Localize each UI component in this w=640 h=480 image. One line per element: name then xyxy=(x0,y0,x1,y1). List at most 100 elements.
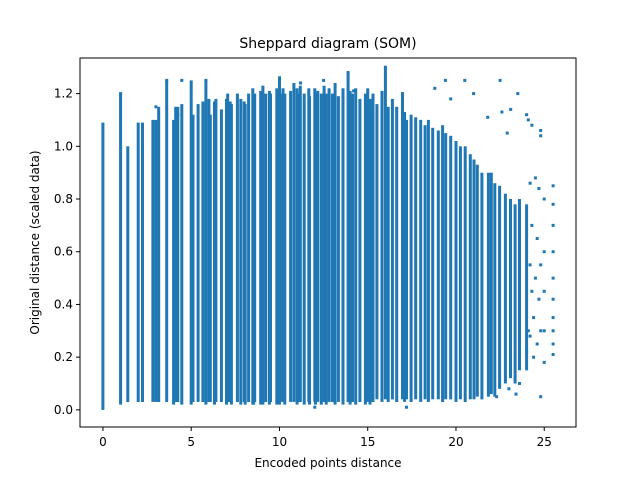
scatter-column-61 xyxy=(327,88,331,402)
scatter-point-17 xyxy=(472,92,476,96)
scatter-column-8 xyxy=(165,80,169,403)
scatter-column-27 xyxy=(235,93,239,402)
scatter-point-42 xyxy=(535,342,539,346)
plot-frame xyxy=(79,57,577,428)
scatter-point-67 xyxy=(313,405,317,409)
scatter-point-57 xyxy=(551,297,555,301)
scatter-point-62 xyxy=(507,387,511,391)
scatter-column-101 xyxy=(486,172,490,397)
scatter-point-29 xyxy=(528,181,532,185)
scatter-point-44 xyxy=(525,350,529,354)
scatter-column-89 xyxy=(431,127,435,400)
scatter-column-31 xyxy=(247,93,251,402)
scatter-column-68 xyxy=(351,93,354,402)
scatter-column-60 xyxy=(324,93,328,405)
scatter-point-6 xyxy=(278,76,281,80)
scatter-column-30 xyxy=(243,104,247,405)
scatter-point-7 xyxy=(346,71,350,74)
scatter-column-11 xyxy=(176,106,180,403)
x-tick-label-15: 15 xyxy=(360,435,375,449)
scatter-column-107 xyxy=(513,204,517,384)
scatter-point-45 xyxy=(526,329,530,333)
scatter-column-10 xyxy=(174,106,178,403)
scatter-column-50 xyxy=(296,93,300,402)
scatter-column-92 xyxy=(444,133,448,400)
y-axis-label: Original distance (scaled data) xyxy=(28,150,42,334)
scatter-column-70 xyxy=(358,98,362,403)
scatter-point-40 xyxy=(539,329,543,333)
scatter-point-54 xyxy=(551,223,555,227)
scatter-point-65 xyxy=(518,382,521,385)
scatter-point-25 xyxy=(486,115,490,119)
scatter-point-14 xyxy=(443,78,447,82)
scatter-column-80 xyxy=(395,106,399,403)
scatter-column-102 xyxy=(489,172,493,395)
scatter-columns xyxy=(101,67,529,410)
scatter-column-104 xyxy=(498,185,502,389)
scatter-point-5 xyxy=(154,105,158,109)
scatter-column-21 xyxy=(214,98,218,403)
x-axis-ticks: 0 5 10 15 20 25 xyxy=(99,427,552,449)
scatter-point-41 xyxy=(528,334,532,338)
y-axis-ticks: 0.0 0.2 0.4 0.6 0.8 1.0 1.2 xyxy=(54,87,80,417)
scatter-point-27 xyxy=(539,129,543,132)
x-tick-label-0: 0 xyxy=(99,435,107,449)
scatter-column-87 xyxy=(423,125,427,400)
scatter-column-85 xyxy=(414,117,418,400)
scatter-column-7 xyxy=(157,106,161,403)
scatter-column-4 xyxy=(141,122,144,402)
scatter-column-42 xyxy=(276,98,280,403)
scatter-point-8 xyxy=(383,65,387,69)
y-tick-label-5: 1.0 xyxy=(54,139,73,153)
scatter-point-38 xyxy=(537,297,541,301)
scatter-point-50 xyxy=(542,197,546,201)
scatter-point-37 xyxy=(530,289,534,293)
scatter-column-52 xyxy=(302,93,306,405)
scatter-column-47 xyxy=(289,90,293,402)
scatter-point-55 xyxy=(551,250,555,254)
scatter-point-34 xyxy=(528,263,532,267)
x-tick-label-25: 25 xyxy=(537,435,552,449)
scatter-column-5 xyxy=(151,119,155,402)
scatter-column-17 xyxy=(204,80,208,405)
scatter-column-67 xyxy=(348,90,352,405)
scatter-column-78 xyxy=(386,106,390,403)
scatter-column-26 xyxy=(229,104,233,405)
y-tick-label-4: 0.8 xyxy=(54,192,73,206)
scatter-column-103 xyxy=(493,183,497,397)
scatter-column-66 xyxy=(346,72,350,402)
scatter-points xyxy=(119,65,555,409)
scatter-column-81 xyxy=(401,93,404,400)
scatter-column-76 xyxy=(380,90,384,402)
scatter-column-64 xyxy=(336,96,340,402)
scatter-column-100 xyxy=(480,172,484,400)
scatter-point-20 xyxy=(509,107,513,111)
scatter-point-15 xyxy=(463,78,467,82)
scatter-column-1 xyxy=(119,93,123,405)
scatter-point-59 xyxy=(551,329,555,333)
scatter-column-0 xyxy=(101,122,105,410)
scatter-column-13 xyxy=(189,80,193,405)
scatter-column-34 xyxy=(253,93,257,402)
scatter-column-58 xyxy=(319,93,323,405)
scatter-column-3 xyxy=(136,122,140,402)
scatter-point-24 xyxy=(500,110,504,114)
scatter-column-24 xyxy=(226,93,230,402)
scatter-point-32 xyxy=(530,223,534,227)
scatter-point-1 xyxy=(165,78,169,82)
scatter-column-45 xyxy=(281,88,285,402)
chart-title: Sheppard diagram (SOM) xyxy=(239,36,416,52)
scatter-point-46 xyxy=(539,395,543,399)
scatter-point-28 xyxy=(539,134,543,138)
scatter-point-48 xyxy=(542,329,546,333)
scatter-point-61 xyxy=(551,353,555,356)
scatter-point-4 xyxy=(176,113,180,117)
scatter-column-69 xyxy=(354,88,358,405)
scatter-column-109 xyxy=(525,204,529,371)
scatter-point-66 xyxy=(405,405,408,409)
scatter-column-63 xyxy=(333,83,337,405)
scatter-column-88 xyxy=(426,119,430,402)
scatter-column-62 xyxy=(330,93,334,402)
scatter-point-21 xyxy=(525,113,529,117)
scatter-column-75 xyxy=(375,104,379,400)
